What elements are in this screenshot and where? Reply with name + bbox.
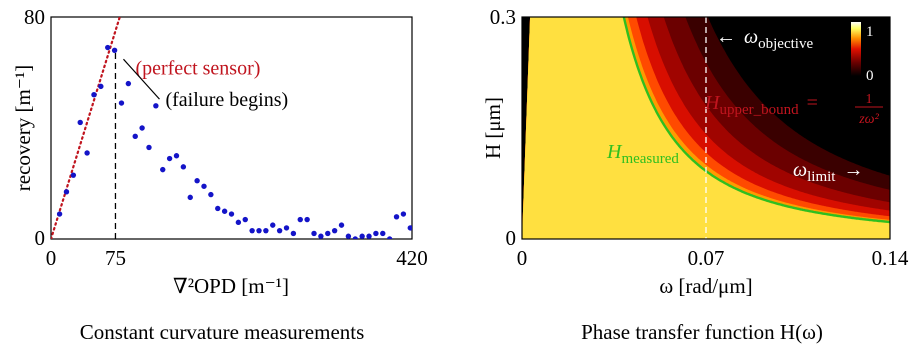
data-point xyxy=(118,100,125,106)
x-tick-label: 75 xyxy=(105,246,126,270)
left-panel: (perfect sensor) (failure begins) 0 75 4… xyxy=(11,5,428,344)
colorbar-tick-max: 1 xyxy=(866,24,874,40)
right-caption: Phase transfer function H(ω) xyxy=(581,320,823,344)
left-y-axis-label: recovery [m⁻¹] xyxy=(11,65,35,191)
data-point xyxy=(187,194,193,201)
data-point xyxy=(221,208,228,214)
data-point xyxy=(139,125,145,131)
failure-arrow xyxy=(123,58,160,100)
data-point xyxy=(407,225,412,231)
perfect-sensor-line xyxy=(51,17,121,239)
x-tick-label: 0 xyxy=(517,246,528,270)
y-tick-label: 0 xyxy=(506,226,517,250)
y-tick-label: 0.3 xyxy=(490,5,516,29)
data-point xyxy=(359,233,365,239)
y-tick-label: 80 xyxy=(24,5,45,29)
data-point xyxy=(297,216,303,223)
x-tick-label: 0 xyxy=(46,246,57,270)
data-point xyxy=(400,211,407,217)
right-x-axis-label: ω [rad/μm] xyxy=(659,274,752,298)
data-point xyxy=(173,153,180,159)
data-point xyxy=(125,80,132,87)
data-point xyxy=(256,227,262,234)
left-plot-frame xyxy=(50,16,413,240)
data-point xyxy=(352,236,358,239)
data-point xyxy=(146,144,152,151)
data-point xyxy=(325,230,331,237)
data-point xyxy=(77,119,83,126)
y-tick-label: 0 xyxy=(35,226,46,250)
data-point xyxy=(345,233,352,239)
data-point xyxy=(105,44,111,51)
data-point xyxy=(386,236,393,239)
failure-begins-label: (failure begins) xyxy=(165,89,288,111)
data-point xyxy=(201,183,207,189)
data-point xyxy=(393,214,400,220)
data-point xyxy=(249,227,255,234)
data-point xyxy=(366,233,372,239)
left-caption: Constant curvature measurements xyxy=(80,320,365,344)
data-point xyxy=(194,178,200,184)
fraction-denominator: zω² xyxy=(858,112,879,127)
data-point xyxy=(276,227,283,234)
data-point xyxy=(304,216,310,223)
data-point xyxy=(331,227,338,234)
data-point xyxy=(311,230,317,237)
h-measured-label: Hmeasured xyxy=(606,141,679,167)
data-point xyxy=(70,172,77,178)
data-point xyxy=(98,83,104,90)
data-point xyxy=(208,191,214,198)
colorbar xyxy=(851,22,861,76)
data-point xyxy=(242,216,248,223)
data-point xyxy=(373,230,379,237)
data-point xyxy=(380,230,386,237)
data-point xyxy=(132,133,138,140)
data-point xyxy=(153,103,159,109)
data-point xyxy=(228,211,235,217)
right-panel: 1 0 ← ωobjective ωlimit → Hmeasured Hupper… xyxy=(481,5,909,344)
x-tick-label: 420 xyxy=(396,246,428,270)
data-point xyxy=(235,219,242,226)
omega-objective-label: ← ωobjective xyxy=(716,26,813,52)
data-point xyxy=(63,189,70,195)
data-point xyxy=(180,164,187,170)
heatmap-band xyxy=(522,17,890,239)
right-plot-frame xyxy=(521,16,891,240)
right-y-axis-label: H [μm] xyxy=(481,97,505,159)
perfect-sensor-label: (perfect sensor) xyxy=(135,58,260,80)
measured-curve xyxy=(622,17,890,224)
data-point xyxy=(215,205,221,212)
x-tick-label: 0.07 xyxy=(688,246,725,270)
data-point xyxy=(270,222,276,228)
fraction-numerator: 1 xyxy=(866,92,873,107)
data-point xyxy=(263,227,269,234)
omega-limit-label: ωlimit → xyxy=(793,159,863,185)
h-upper-bound-label: Hupper_bound = xyxy=(704,92,818,118)
colorbar-tick-min: 0 xyxy=(866,68,874,84)
data-point xyxy=(283,225,290,231)
data-point xyxy=(56,211,63,217)
data-point xyxy=(318,233,324,239)
data-point xyxy=(160,166,166,173)
data-point xyxy=(84,150,90,156)
x-tick-label: 0.14 xyxy=(872,246,909,270)
left-x-axis-label: ∇²OPD [m⁻¹] xyxy=(173,274,289,298)
data-point xyxy=(111,47,118,53)
data-point xyxy=(91,92,97,98)
data-point xyxy=(290,230,297,237)
data-point xyxy=(338,222,345,228)
data-point xyxy=(166,155,173,162)
